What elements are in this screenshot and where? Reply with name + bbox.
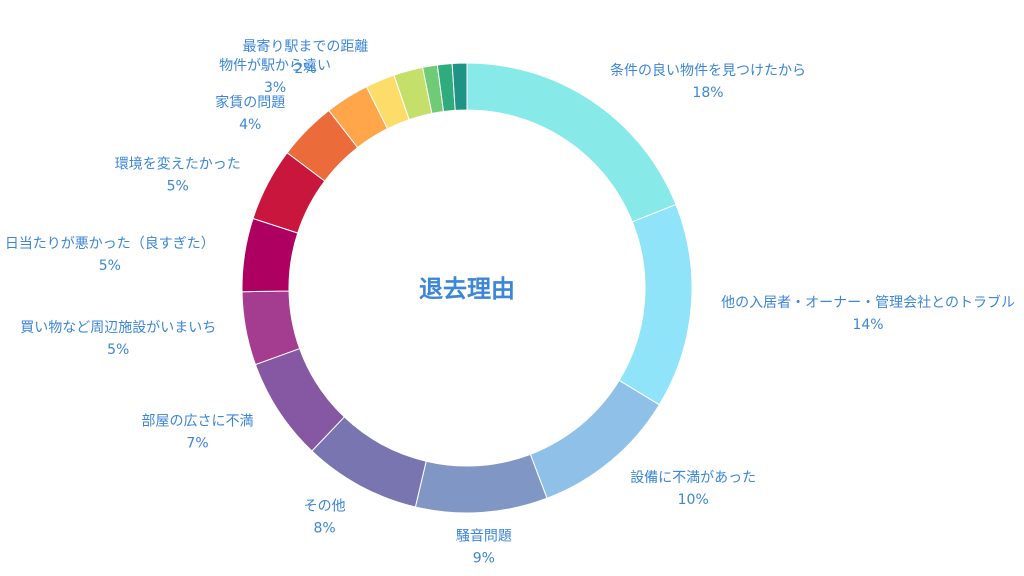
slice-label-name: その他 xyxy=(304,498,346,514)
slice-label: 家賃の問題 4% xyxy=(215,94,285,133)
slice-labels: 条件の良い物件を見つけたから 18% 他の入居者・オーナー・管理会社とのトラブル 14… xyxy=(5,38,1015,567)
slice-label-name: 環境を変えたかった xyxy=(115,155,241,172)
slice-label-name: 他の入居者・オーナー・管理会社とのトラブル xyxy=(721,294,1015,311)
slice-label-name: 家賃の問題 xyxy=(215,94,285,111)
donut-slice xyxy=(466,62,677,223)
slice-label: 他の入居者・オーナー・管理会社とのトラブル 14% xyxy=(721,294,1015,333)
slice-label: その他 8% xyxy=(304,498,346,536)
slice-label: 物件が駅から遠い 3% xyxy=(219,58,331,96)
slice-label-value: 14% xyxy=(852,317,883,333)
slice-label-value: 5% xyxy=(107,342,129,358)
slice-label-name: 部屋の広さに不満 xyxy=(142,413,254,429)
slice-label-value: 5% xyxy=(167,178,189,194)
slice-label-name: 設備に不満があった xyxy=(630,470,756,486)
slice-label-value: 4% xyxy=(239,117,261,133)
slice-label: 買い物など周辺施設がいまいち 5% xyxy=(20,320,216,358)
slice-label-name: 物件が駅から遠い xyxy=(219,58,331,74)
slice-label-value: 9% xyxy=(473,550,495,566)
slice-label: 最寄り駅までの距離 2% xyxy=(242,38,368,77)
donut-slice xyxy=(451,62,468,111)
donut-slice xyxy=(618,203,693,406)
slice-label-name: 買い物など周辺施設がいまいち xyxy=(20,320,216,336)
slice-label-value: 7% xyxy=(186,435,208,451)
slice-label-value: 18% xyxy=(692,85,723,101)
slice-label-value: 2% xyxy=(294,61,316,77)
donut-slice xyxy=(414,453,548,514)
slice-label: 日当たりが悪かった（良すぎた） 5% xyxy=(5,236,215,274)
slice-label: 騒音問題 9% xyxy=(456,527,512,566)
slice-label-value: 3% xyxy=(264,80,286,96)
slice-label: 環境を変えたかった 5% xyxy=(115,155,241,194)
slice-label: 部屋の広さに不満 7% xyxy=(142,413,254,451)
slice-label-name: 騒音問題 xyxy=(456,527,512,544)
slice-label-name: 最寄り駅までの距離 xyxy=(242,38,368,55)
slice-label-value: 8% xyxy=(314,520,336,536)
slice-label-value: 5% xyxy=(99,258,121,274)
slice-label: 条件の良い物件を見つけたから 18% xyxy=(610,62,806,101)
donut-slices xyxy=(241,62,693,514)
center-label: 退去理由 xyxy=(419,275,515,303)
slice-label-name: 日当たりが悪かった（良すぎた） xyxy=(5,236,215,252)
slice-label-name: 条件の良い物件を見つけたから xyxy=(610,62,806,79)
slice-label-value: 10% xyxy=(678,492,709,508)
slice-label: 設備に不満があった 10% xyxy=(630,470,756,508)
